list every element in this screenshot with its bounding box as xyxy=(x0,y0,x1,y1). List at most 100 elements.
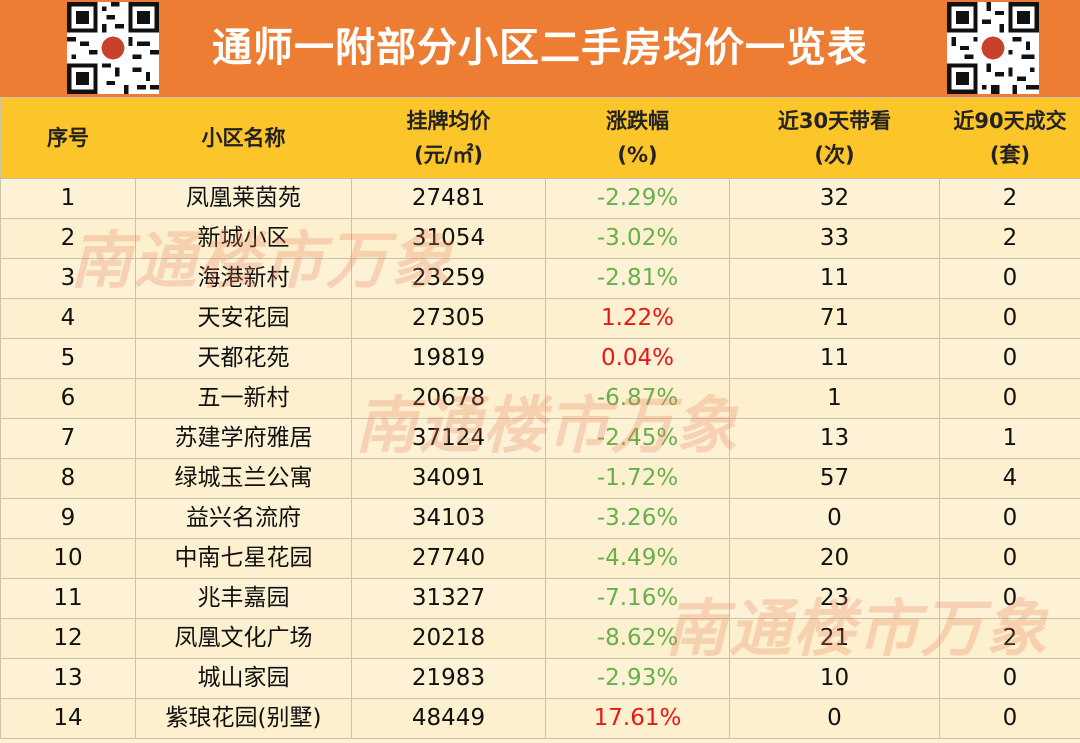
table-row: 3 海港新村 23259 -2.81% 11 0 xyxy=(0,258,1080,299)
cell-name: 中南七星花园 xyxy=(135,538,352,579)
cell-views: 21 xyxy=(729,618,940,659)
cell-index: 8 xyxy=(0,458,136,499)
table-row: 14 紫琅花园(别墅) 48449 17.61% 0 0 xyxy=(0,698,1080,739)
cell-index: 14 xyxy=(0,698,136,739)
header-price: 挂牌均价 (元/㎡) xyxy=(351,97,546,179)
cell-name: 海港新村 xyxy=(135,258,352,299)
cell-change: 1.22% xyxy=(545,298,730,339)
qr-code-right xyxy=(947,2,1039,94)
header-deals: 近90天成交 (套) xyxy=(939,97,1080,179)
cell-views: 23 xyxy=(729,578,940,619)
cell-deals: 0 xyxy=(939,378,1080,419)
table-header-row: 序号 小区名称 挂牌均价 (元/㎡) 涨跌幅 (%) 近30天带看 (次) 近90天成… xyxy=(0,97,1080,179)
cell-change: -3.02% xyxy=(545,218,730,259)
table-row: 4 天安花园 27305 1.22% 71 0 xyxy=(0,298,1080,339)
header-change: 涨跌幅 (%) xyxy=(545,97,730,179)
table-row: 13 城山家园 21983 -2.93% 10 0 xyxy=(0,658,1080,699)
cell-name: 新城小区 xyxy=(135,218,352,259)
cell-views: 57 xyxy=(729,458,940,499)
header-name: 小区名称 xyxy=(135,97,352,179)
cell-change: -1.72% xyxy=(545,458,730,499)
cell-index: 11 xyxy=(0,578,136,619)
cell-views: 71 xyxy=(729,298,940,339)
title-bar: 通师一附部分小区二手房均价一览表 xyxy=(0,0,1080,97)
cell-deals: 1 xyxy=(939,418,1080,459)
cell-change: 0.04% xyxy=(545,338,730,379)
page-title: 通师一附部分小区二手房均价一览表 xyxy=(212,25,868,71)
cell-price: 20218 xyxy=(351,618,546,659)
price-table: 序号 小区名称 挂牌均价 (元/㎡) 涨跌幅 (%) 近30天带看 (次) 近90天成… xyxy=(0,97,1080,739)
cell-price: 19819 xyxy=(351,338,546,379)
cell-views: 11 xyxy=(729,258,940,299)
cell-change: -2.29% xyxy=(545,178,730,219)
cell-deals: 2 xyxy=(939,218,1080,259)
cell-name: 城山家园 xyxy=(135,658,352,699)
qr-code-left xyxy=(67,2,159,94)
header-views: 近30天带看 (次) xyxy=(729,97,940,179)
table-row: 9 益兴名流府 34103 -3.26% 0 0 xyxy=(0,498,1080,539)
table-row: 12 凤凰文化广场 20218 -8.62% 21 2 xyxy=(0,618,1080,659)
cell-price: 34103 xyxy=(351,498,546,539)
header-index: 序号 xyxy=(0,97,136,179)
table-row: 7 苏建学府雅居 37124 -2.45% 13 1 xyxy=(0,418,1080,459)
cell-views: 0 xyxy=(729,498,940,539)
cell-index: 6 xyxy=(0,378,136,419)
cell-name: 天都花苑 xyxy=(135,338,352,379)
cell-views: 13 xyxy=(729,418,940,459)
cell-index: 2 xyxy=(0,218,136,259)
cell-price: 31054 xyxy=(351,218,546,259)
cell-deals: 2 xyxy=(939,618,1080,659)
cell-deals: 0 xyxy=(939,658,1080,699)
cell-price: 20678 xyxy=(351,378,546,419)
cell-deals: 0 xyxy=(939,498,1080,539)
table-row: 6 五一新村 20678 -6.87% 1 0 xyxy=(0,378,1080,419)
cell-change: -8.62% xyxy=(545,618,730,659)
cell-change: -3.26% xyxy=(545,498,730,539)
cell-name: 绿城玉兰公寓 xyxy=(135,458,352,499)
table-row: 10 中南七星花园 27740 -4.49% 20 0 xyxy=(0,538,1080,579)
table-row: 2 新城小区 31054 -3.02% 33 2 xyxy=(0,218,1080,259)
table-row: 11 兆丰嘉园 31327 -7.16% 23 0 xyxy=(0,578,1080,619)
cell-name: 凤凰莱茵苑 xyxy=(135,178,352,219)
cell-deals: 0 xyxy=(939,578,1080,619)
cell-deals: 4 xyxy=(939,458,1080,499)
cell-price: 31327 xyxy=(351,578,546,619)
cell-views: 32 xyxy=(729,178,940,219)
cell-views: 33 xyxy=(729,218,940,259)
cell-name: 凤凰文化广场 xyxy=(135,618,352,659)
cell-name: 五一新村 xyxy=(135,378,352,419)
cell-name: 苏建学府雅居 xyxy=(135,418,352,459)
cell-views: 1 xyxy=(729,378,940,419)
cell-index: 10 xyxy=(0,538,136,579)
cell-change: -2.81% xyxy=(545,258,730,299)
cell-change: -4.49% xyxy=(545,538,730,579)
cell-price: 23259 xyxy=(351,258,546,299)
cell-views: 10 xyxy=(729,658,940,699)
cell-change: -2.45% xyxy=(545,418,730,459)
cell-change: 17.61% xyxy=(545,698,730,739)
cell-index: 12 xyxy=(0,618,136,659)
cell-name: 兆丰嘉园 xyxy=(135,578,352,619)
table-row: 8 绿城玉兰公寓 34091 -1.72% 57 4 xyxy=(0,458,1080,499)
cell-index: 4 xyxy=(0,298,136,339)
cell-price: 48449 xyxy=(351,698,546,739)
cell-views: 0 xyxy=(729,698,940,739)
cell-price: 34091 xyxy=(351,458,546,499)
cell-views: 20 xyxy=(729,538,940,579)
cell-change: -2.93% xyxy=(545,658,730,699)
cell-price: 37124 xyxy=(351,418,546,459)
cell-deals: 0 xyxy=(939,298,1080,339)
cell-deals: 0 xyxy=(939,698,1080,739)
cell-views: 11 xyxy=(729,338,940,379)
cell-name: 天安花园 xyxy=(135,298,352,339)
cell-index: 5 xyxy=(0,338,136,379)
cell-index: 13 xyxy=(0,658,136,699)
table-body: 1 凤凰莱茵苑 27481 -2.29% 32 2 2 新城小区 31054 -3.02% 33 2 3… xyxy=(0,178,1080,739)
cell-name: 益兴名流府 xyxy=(135,498,352,539)
cell-price: 27740 xyxy=(351,538,546,579)
cell-price: 27305 xyxy=(351,298,546,339)
table-row: 5 天都花苑 19819 0.04% 11 0 xyxy=(0,338,1080,379)
cell-index: 9 xyxy=(0,498,136,539)
table-row: 1 凤凰莱茵苑 27481 -2.29% 32 2 xyxy=(0,178,1080,219)
cell-deals: 2 xyxy=(939,178,1080,219)
